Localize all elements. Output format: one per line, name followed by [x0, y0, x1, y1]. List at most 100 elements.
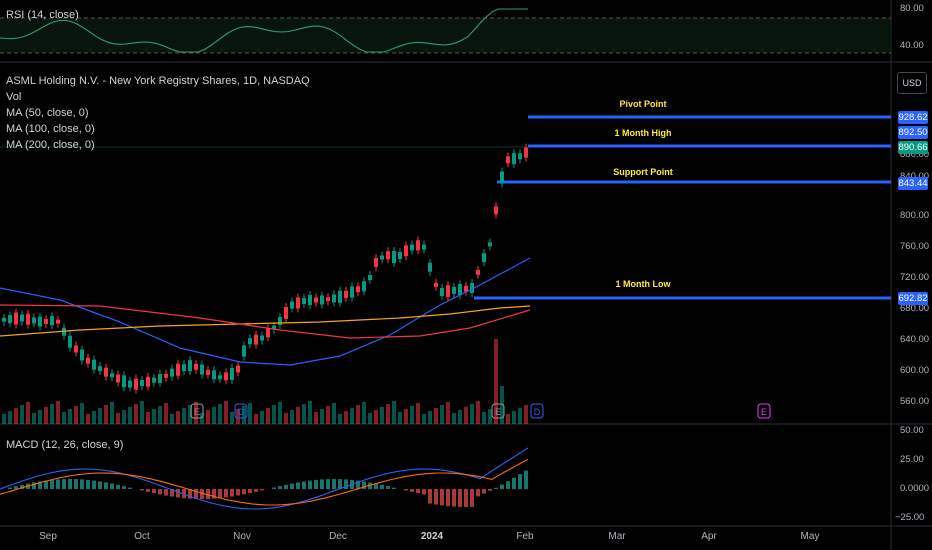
candle-body	[92, 359, 96, 370]
candle-body	[428, 262, 432, 272]
volume-bar	[104, 405, 108, 424]
macd-hist-bar	[386, 486, 390, 489]
candle-body	[158, 374, 162, 384]
volume-bar	[428, 411, 432, 424]
macd-hist-bar	[38, 481, 42, 489]
macd-hist-bar	[494, 487, 498, 489]
macd-hist-bar	[236, 489, 240, 496]
candle-body	[470, 283, 474, 293]
volume-bar	[362, 402, 366, 424]
volume-bar	[374, 410, 378, 424]
volume-bar	[392, 401, 396, 424]
candle-body	[314, 297, 318, 303]
candle-body	[380, 255, 384, 260]
candle-body	[230, 368, 234, 380]
price-tick: 760.00	[900, 241, 930, 252]
candle-body	[254, 334, 258, 345]
volume-bar	[338, 414, 342, 424]
macd-hist-bar	[56, 479, 60, 489]
macd-hist-bar	[518, 474, 522, 489]
symbol-title[interactable]: ASML Holding N.V. - New York Registry Sh…	[6, 75, 310, 87]
volume-bar	[452, 413, 456, 424]
volume-bar	[476, 401, 480, 424]
macd-hist-bar	[248, 489, 252, 494]
volume-bar	[284, 413, 288, 424]
indicator-ma200[interactable]: MA (200, close, 0)	[6, 139, 95, 151]
candle-body	[200, 364, 204, 375]
macd-hist-bar	[62, 479, 66, 489]
candle-body	[266, 328, 270, 338]
candle-body	[26, 313, 30, 325]
candle-body	[488, 242, 492, 247]
candle-body	[326, 297, 330, 302]
volume-bar	[194, 402, 198, 424]
macd-hist-bar	[314, 479, 318, 489]
indicator-ma100[interactable]: MA (100, close, 0)	[6, 123, 95, 135]
candle-body	[74, 345, 78, 353]
macd-hist-bar	[332, 479, 336, 489]
macd-legend[interactable]: MACD (12, 26, close, 9)	[6, 439, 124, 451]
macd-hist-bar	[242, 489, 246, 495]
volume-bar	[422, 414, 426, 424]
price-tick: 880.00	[900, 149, 930, 160]
volume-bar	[248, 403, 252, 424]
macd-hist-bar	[446, 489, 450, 507]
indicator-ma50[interactable]: MA (50, close, 0)	[6, 107, 89, 119]
candle-body	[332, 294, 336, 303]
macd-hist-bar	[74, 479, 78, 489]
rsi-legend[interactable]: RSI (14, close)	[6, 9, 79, 21]
macd-line	[0, 447, 529, 510]
indicator-volume[interactable]: Vol	[6, 91, 22, 103]
volume-bar	[458, 410, 462, 424]
price-tick: 600.00	[900, 365, 930, 376]
volume-bar	[128, 407, 132, 424]
candle-body	[482, 253, 486, 263]
candle-body	[374, 258, 378, 267]
volume-bar	[92, 411, 96, 424]
volume-bar	[440, 405, 444, 424]
macd-hist-bar	[14, 486, 18, 489]
volume-bar	[332, 403, 336, 424]
currency-button[interactable]: USD	[897, 72, 927, 94]
candle-body	[386, 251, 390, 260]
volume-bar	[164, 403, 168, 424]
macd-hist-bar	[458, 489, 462, 507]
volume-bar	[176, 411, 180, 424]
price-tick: 560.00	[900, 396, 930, 407]
macd-hist-bar	[416, 489, 420, 494]
volume-bar	[296, 407, 300, 424]
rsi-tick-80: 80.00	[900, 3, 924, 14]
macd-hist-bar	[176, 489, 180, 498]
macd-hist-bar	[296, 482, 300, 489]
macd-hist-bar	[158, 489, 162, 495]
x-label: Mar	[608, 531, 626, 542]
volume-bar	[302, 404, 306, 424]
price-tick: 680.00	[900, 303, 930, 314]
price-tick: 720.00	[900, 272, 930, 283]
macd-hist-bar	[68, 479, 72, 489]
candle-body	[392, 251, 396, 264]
macd-hist-bar	[290, 483, 294, 489]
candle-body	[140, 380, 144, 386]
volume-bar	[404, 409, 408, 424]
candle-body	[236, 365, 240, 373]
candle-body	[350, 286, 354, 298]
candle-body	[116, 374, 120, 383]
volume-bar	[254, 414, 258, 424]
volume-bar	[314, 412, 318, 424]
candle-body	[176, 363, 180, 376]
x-label: 2024	[420, 531, 444, 542]
macd-hist-bar	[476, 489, 480, 497]
candle-body	[128, 380, 132, 388]
candle-body	[146, 376, 150, 387]
macd-hist-bar	[122, 486, 126, 489]
macd-signal-line	[0, 458, 529, 506]
candle-body	[38, 316, 42, 327]
candle-body	[134, 378, 138, 390]
volume-bar	[398, 412, 402, 424]
macd-hist-bar	[104, 482, 108, 489]
macd-hist-bar	[524, 470, 528, 489]
volume-bar	[98, 408, 102, 424]
